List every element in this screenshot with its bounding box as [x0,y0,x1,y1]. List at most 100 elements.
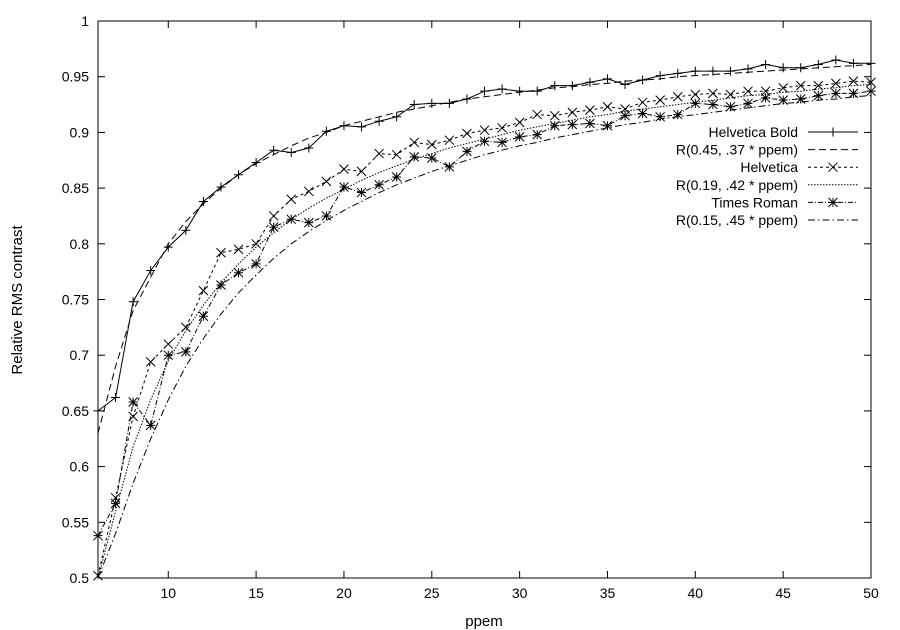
data-point [743,86,753,97]
data-point [269,145,279,155]
data-point [602,101,613,112]
data-point [866,77,876,88]
x-axis-title: ppem [465,613,503,630]
data-point [567,119,578,130]
data-point [760,93,771,103]
data-point [655,111,666,122]
data-point [93,530,103,541]
data-point [145,420,156,431]
data-point [532,109,543,120]
y-tick-label: 1 [81,13,89,29]
x-tick-label: 25 [424,585,440,601]
data-point [602,74,612,84]
data-point [761,59,771,69]
data-point [708,88,718,99]
data-point [532,129,543,140]
data-point [427,98,437,108]
series-3 [93,76,876,581]
data-point [778,63,788,73]
y-tick-label: 0.5 [70,570,90,586]
data-point [813,90,824,101]
data-point [796,63,806,73]
data-point [356,166,367,177]
data-point [216,182,226,192]
data-point [268,222,279,232]
data-point [585,118,595,129]
data-point [743,98,753,109]
y-tick-label: 0.6 [70,459,90,475]
data-point [497,123,507,133]
data-point [637,108,648,119]
data-point [549,120,560,131]
data-point [795,94,806,104]
data-point [673,68,683,78]
series-1 [93,55,876,416]
data-point [848,58,858,68]
data-point [180,347,191,357]
data-point [620,110,630,121]
data-point [392,112,402,122]
data-point [549,110,560,121]
data-point [585,77,595,87]
data-point [321,211,332,221]
data-point [163,339,174,349]
y-tick-label: 0.55 [62,514,89,530]
data-point [216,280,226,290]
data-point [409,152,420,162]
data-point [725,89,736,100]
data-point [497,137,507,148]
data-point [479,125,490,136]
data-point [198,196,208,206]
data-point [532,86,542,96]
data-point [93,406,103,416]
data-point [725,66,735,76]
data-point [180,322,191,333]
data-point [725,101,736,112]
data-point [356,187,367,198]
legend: Helvetica Bold R(0.45, .37 * ppem)Helveti… [676,124,858,228]
data-point [286,147,296,157]
legend-label: R(0.45, .37 * ppem) [676,142,798,158]
data-point [444,162,455,172]
data-point [128,297,138,307]
data-point [690,66,700,76]
data-point [286,194,297,205]
x-tick-label: 45 [775,585,791,601]
y-tick-label: 0.8 [70,236,90,252]
data-point [778,82,789,93]
plot-frame [97,20,872,579]
data-point [479,136,490,147]
data-point [303,186,314,197]
data-point [303,217,314,228]
data-point [181,225,191,235]
data-point [339,164,349,175]
data-point [163,350,174,361]
x-tick-label: 40 [688,585,704,601]
series-2 [97,63,872,434]
data-point [831,78,841,89]
y-tick-label: 0.9 [70,124,90,140]
data-point [831,55,841,65]
data-point [480,86,489,96]
data-point [444,98,454,108]
series-line [97,90,872,536]
data-point [550,81,560,91]
data-point [233,267,244,278]
data-point [690,98,701,109]
legend-label: Helvetica Bold [709,124,799,140]
data-point [848,88,859,99]
data-point [655,95,666,105]
data-point [110,498,121,509]
data-point [426,139,437,150]
data-point [672,109,683,120]
data-point [268,211,279,221]
data-point [391,149,402,160]
data-point [620,79,630,89]
data-point [321,126,331,136]
data-point [339,182,349,192]
series-lines [93,55,876,581]
data-point [708,99,718,110]
legend-marker [828,127,838,137]
data-point [374,148,384,159]
data-point [145,357,156,367]
